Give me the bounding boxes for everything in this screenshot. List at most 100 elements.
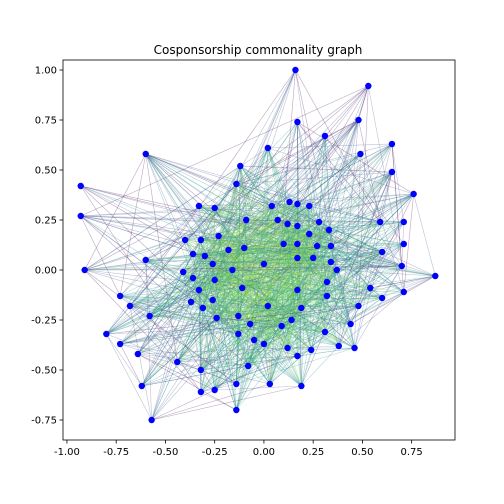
graph-node — [410, 190, 417, 198]
graph-edge — [202, 207, 215, 309]
graph-edge — [145, 239, 186, 261]
graph-edge — [267, 147, 298, 245]
graph-edge — [120, 317, 217, 345]
graph-edge — [129, 301, 192, 307]
graph-edge — [236, 183, 245, 249]
graph-edge — [80, 185, 355, 349]
graph-edge — [232, 269, 383, 299]
graph-edge — [308, 205, 332, 263]
graph-edge — [326, 119, 359, 283]
graph-edge — [200, 239, 314, 259]
graph-edge — [216, 147, 269, 319]
graph-edge — [242, 205, 310, 289]
graph-edge — [212, 297, 383, 301]
graph-edge — [106, 269, 233, 335]
graph-edge — [236, 183, 330, 231]
graph-edge — [120, 307, 302, 345]
graph-edge — [185, 239, 245, 249]
graph-edge — [214, 203, 298, 209]
graph-edge — [145, 153, 402, 267]
graph-edge — [141, 305, 359, 387]
graph-edge — [204, 207, 215, 257]
graph-edge — [263, 171, 393, 345]
graph-edge — [182, 271, 239, 335]
graph-edge — [80, 215, 239, 335]
y-axis: -0.75 -0.50 -0.25 0.00 0.25 0.50 0.75 1.00 — [31, 66, 63, 427]
graph-edge — [297, 225, 328, 283]
graph-edge — [214, 279, 237, 411]
graph-edge — [240, 165, 359, 307]
graph-edge — [297, 347, 355, 357]
graph-edge — [326, 193, 414, 283]
graph-edge — [80, 215, 298, 227]
graph-edge — [137, 239, 202, 355]
graph-node — [197, 366, 205, 374]
graph-edge — [137, 353, 215, 391]
graph-edge — [198, 147, 269, 291]
graph-node — [225, 246, 232, 254]
graph-edge — [137, 255, 206, 355]
graph-edge — [137, 251, 383, 355]
graph-edge — [308, 233, 328, 283]
graph-edge — [326, 221, 404, 297]
graph-edge — [106, 325, 282, 335]
graph-node — [347, 320, 354, 328]
graph-edge — [200, 85, 369, 371]
graph-edge — [151, 383, 270, 421]
graph-edge — [200, 251, 383, 371]
graph-edge — [370, 243, 405, 289]
graph-node — [294, 352, 301, 360]
graph-edge — [316, 229, 330, 247]
graph-edge — [297, 203, 326, 333]
graph-edge — [287, 223, 292, 321]
graph-edge — [297, 171, 393, 205]
graph-edge — [202, 275, 436, 309]
graph-edge — [287, 245, 318, 349]
graph-edge — [192, 253, 239, 335]
graph-edge — [145, 259, 215, 281]
graph-edge — [277, 219, 298, 259]
graph-edge — [200, 239, 284, 245]
graph-edge — [271, 203, 298, 207]
graph-edge — [212, 243, 298, 301]
graph-edge — [212, 263, 292, 321]
graph-edge — [301, 307, 326, 333]
graph-edge — [243, 247, 288, 349]
graph-node — [351, 344, 358, 352]
graph-node — [294, 118, 301, 126]
graph-node — [388, 168, 396, 176]
graph-edge — [239, 165, 269, 307]
graph-edge — [289, 119, 359, 203]
graph-edge — [200, 349, 312, 393]
graph-edge — [120, 305, 359, 345]
graph-edge — [297, 203, 332, 263]
graph-edge — [129, 305, 239, 335]
graph-edge — [200, 239, 229, 251]
graph-edge — [204, 255, 339, 347]
graph-edge — [198, 281, 327, 291]
graph-edge — [185, 219, 278, 241]
graph-edge — [149, 307, 302, 317]
graph-node — [116, 292, 124, 300]
graph-edge — [137, 315, 239, 355]
graph-node — [142, 150, 149, 158]
graph-edge — [120, 295, 239, 335]
graph-edge — [267, 147, 312, 351]
graph-edge — [281, 257, 298, 327]
graph-edge — [240, 165, 328, 283]
graph-edge — [232, 269, 239, 317]
graph-edge — [263, 221, 381, 265]
x-tick-label: -1.00 — [54, 447, 80, 458]
graph-node — [286, 198, 293, 206]
graph-edge — [291, 171, 393, 321]
graph-edge — [214, 207, 292, 321]
graph-edge — [287, 243, 298, 349]
graph-edge — [198, 205, 404, 293]
graph-edge — [204, 247, 245, 257]
graph-edge — [141, 301, 192, 387]
graph-edge — [216, 243, 298, 319]
graph-edge — [177, 289, 298, 363]
graph-edge — [287, 221, 320, 225]
graph-edge — [216, 305, 268, 319]
